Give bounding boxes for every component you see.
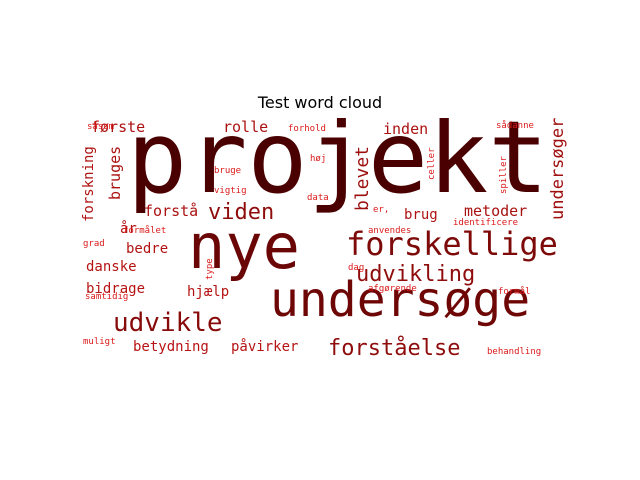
cloud-word: brug — [404, 207, 438, 223]
cloud-word: dag — [348, 263, 365, 273]
cloud-word: bruges — [106, 145, 124, 200]
cloud-word: metoder — [464, 202, 528, 220]
cloud-word: celler — [427, 147, 437, 181]
cloud-word: data — [307, 193, 329, 203]
cloud-word: forståelse — [328, 336, 461, 361]
cloud-word: behandling — [487, 347, 542, 357]
cloud-word: muligt — [83, 337, 116, 347]
cloud-word: blevet — [352, 145, 373, 211]
cloud-word: undersøge — [270, 272, 531, 328]
cloud-word: forhold — [288, 124, 326, 134]
cloud-word: år — [120, 221, 137, 237]
cloud-word: spiller — [499, 155, 509, 194]
cloud-word: betydning — [133, 339, 209, 355]
cloud-word: inden — [383, 120, 429, 138]
cloud-word: viden — [208, 200, 275, 225]
cloud-word: forskning — [81, 145, 97, 222]
cloud-word: nye — [188, 210, 300, 283]
cloud-word: forstå — [144, 202, 199, 220]
cloud-word: udvikling — [356, 262, 476, 287]
cloud-word: formålet — [123, 226, 167, 236]
cloud-word: høj — [310, 154, 327, 164]
figure-title: Test word cloud — [257, 93, 383, 112]
cloud-word: første — [91, 118, 146, 136]
cloud-word: projekt — [127, 118, 549, 216]
cloud-word: type — [205, 257, 215, 280]
cloud-word: bidrage — [86, 281, 146, 297]
cloud-word: bruge — [214, 166, 242, 176]
cloud-word: grad — [83, 239, 105, 249]
cloud-word: udvikle — [113, 308, 223, 338]
cloud-word: bedre — [126, 241, 169, 257]
cloud-word: rolle — [223, 118, 269, 136]
cloud-word: afgørende — [368, 284, 417, 294]
cloud-word: formål — [498, 287, 531, 297]
word-cloud: projekt nye undersøge forskellige udvikle for… — [80, 118, 574, 366]
cloud-word: forskellige — [346, 225, 558, 263]
cloud-word: såsom — [87, 122, 115, 132]
cloud-word: hjælp — [187, 284, 230, 300]
cloud-word: danske — [86, 259, 137, 275]
cloud-word: sådanne — [496, 121, 534, 131]
cloud-word: undersøger — [548, 118, 568, 220]
cloud-word: anvendes — [368, 226, 412, 236]
cloud-word: samtidig — [85, 292, 129, 302]
cloud-word: identificere — [453, 218, 519, 228]
cloud-word: er, — [373, 205, 390, 215]
cloud-word: påvirker — [231, 339, 299, 355]
cloud-word: vigtig — [214, 186, 247, 196]
